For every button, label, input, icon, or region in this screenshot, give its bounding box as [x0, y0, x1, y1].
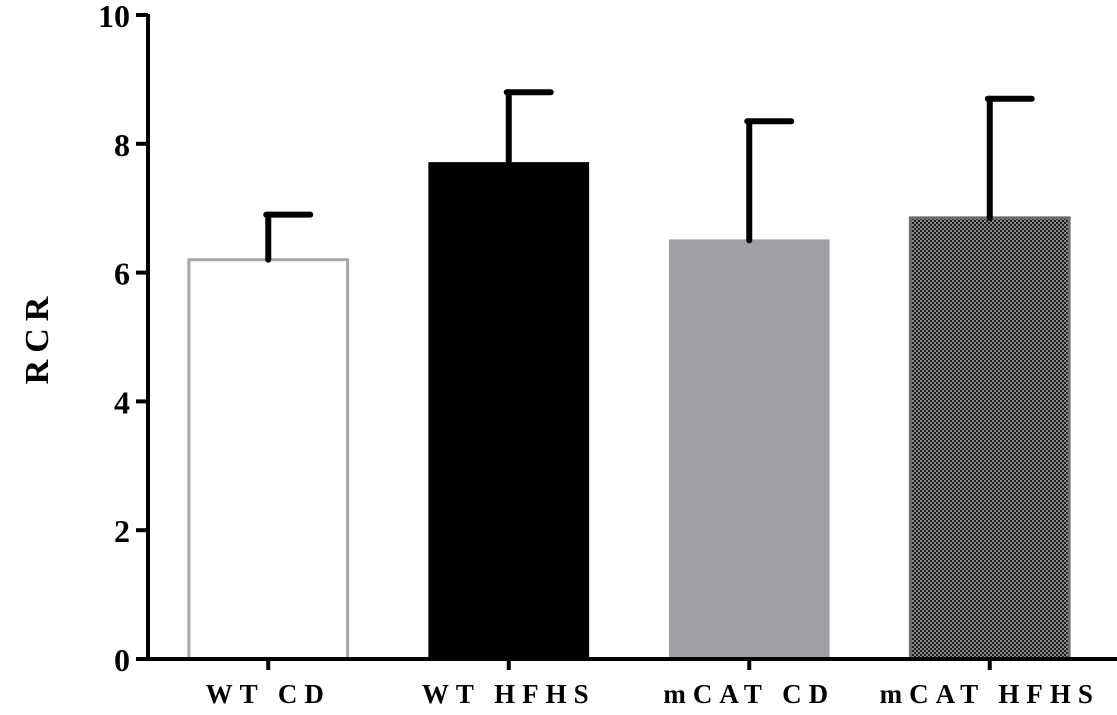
x-tick-label-2: mCAT CD	[663, 679, 835, 709]
bar-3	[908, 216, 1071, 661]
x-tick-label-1: WT HFHS	[422, 679, 596, 709]
y-tick-label-4: 8	[114, 127, 130, 163]
error-bars-layer	[263, 89, 1035, 263]
x-ticks-layer: WT CD WT HFHS mCAT CD mCAT HFHS	[206, 659, 1100, 709]
bars-layer	[187, 162, 1071, 661]
y-axis-title: RCR	[19, 290, 56, 385]
y-ticks-layer: 0 2 4 6 8 10	[98, 0, 148, 678]
bar-2	[668, 239, 830, 660]
y-tick-label-5: 10	[98, 0, 130, 34]
y-tick-label-1: 2	[114, 513, 130, 549]
x-tick-label-3: mCAT HFHS	[880, 679, 1100, 709]
bar-0	[187, 258, 350, 661]
x-tick-label-0: WT CD	[206, 679, 331, 709]
y-tick-label-0: 0	[114, 642, 130, 678]
bar-1	[428, 162, 590, 660]
y-tick-label-3: 6	[114, 256, 130, 292]
y-tick-label-2: 4	[114, 384, 130, 420]
